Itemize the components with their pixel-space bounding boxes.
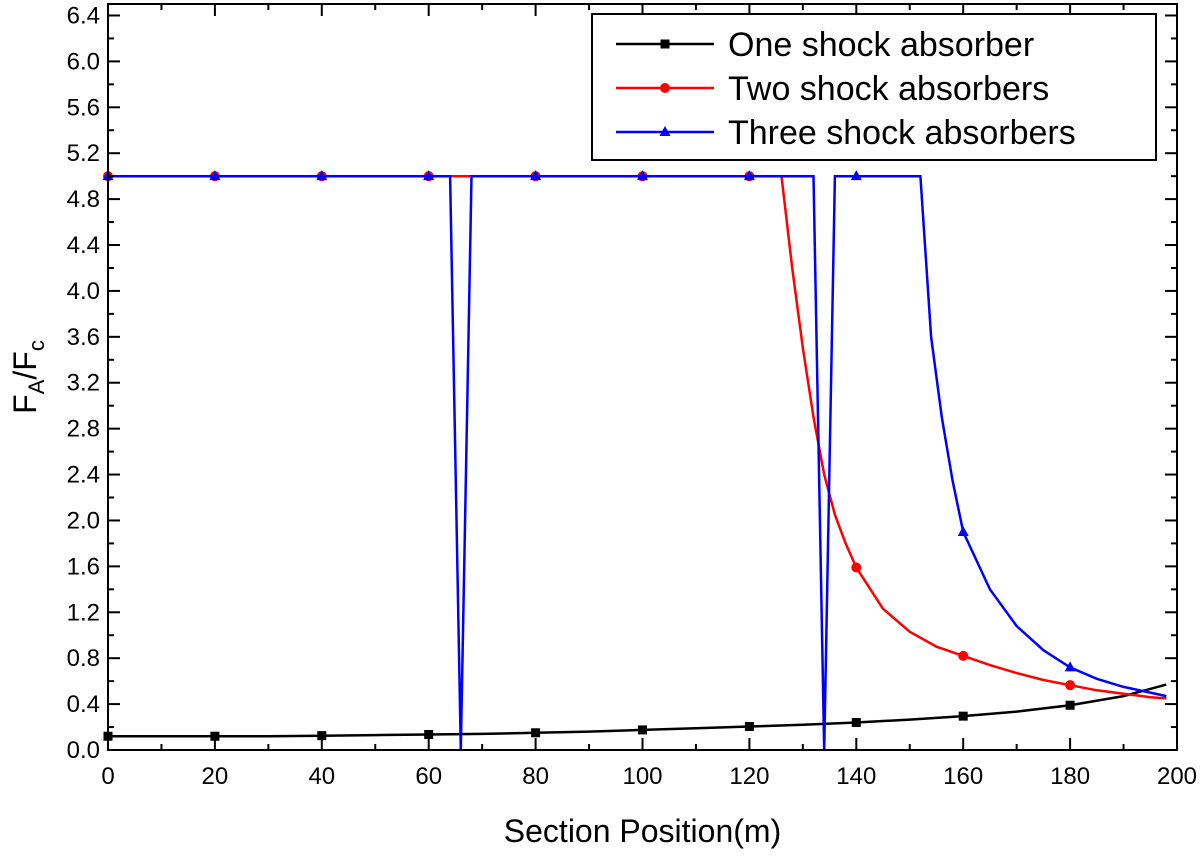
y-tick-label: 0.0 — [67, 737, 100, 764]
x-tick-label: 40 — [308, 763, 335, 790]
y-tick-label: 0.4 — [67, 691, 100, 718]
y-tick-label: 5.6 — [67, 94, 100, 121]
legend-marker — [660, 83, 670, 93]
y-tick-label: 0.8 — [67, 645, 100, 672]
y-tick-label: 1.6 — [67, 553, 100, 580]
series-marker — [530, 170, 542, 181]
series-line — [108, 174, 1167, 751]
y-axis-label-sub-a: A — [24, 379, 49, 394]
y-tick-label: 2.8 — [67, 416, 100, 443]
y-tick-label: 4.8 — [67, 186, 100, 213]
y-axis-label-sub-c: c — [24, 340, 49, 351]
x-tick-label: 200 — [1157, 763, 1197, 790]
series-1 — [103, 683, 1167, 741]
series-marker — [209, 170, 221, 181]
y-tick-label: 4.4 — [67, 232, 100, 259]
series-marker — [210, 731, 220, 741]
series-2 — [103, 171, 1167, 700]
series-line — [108, 683, 1167, 738]
y-tick-label: 3.2 — [67, 370, 100, 397]
x-tick-label: 20 — [202, 763, 229, 790]
y-axis-label: FA/Fc — [7, 340, 49, 414]
series-marker — [1065, 700, 1075, 710]
x-tick-label: 100 — [622, 763, 662, 790]
series-line — [108, 174, 1167, 700]
series-marker — [851, 717, 861, 727]
x-tick-label: 0 — [101, 763, 114, 790]
y-tick-label: 4.0 — [67, 278, 100, 305]
x-tick-label: 60 — [415, 763, 442, 790]
y-tick-label: 3.6 — [67, 324, 100, 351]
series-marker — [850, 170, 862, 181]
legend-label: One shock absorber — [728, 26, 1034, 64]
series-marker — [423, 170, 435, 181]
series-3 — [102, 170, 1167, 751]
series-marker — [638, 725, 647, 735]
y-tick-label: 1.2 — [67, 599, 100, 626]
legend-marker — [660, 39, 670, 49]
plot-marks — [102, 170, 1167, 751]
axes: 0 20 40 60 80 100 120 140 160 180 200 0.0 0.4 0.8 1.2 1… — [67, 2, 1197, 790]
y-tick-label: 2.0 — [67, 507, 100, 534]
legend: One shock absorber Two shock absorbers Thr… — [591, 13, 1157, 161]
series-marker — [851, 562, 862, 573]
series-marker — [957, 525, 969, 536]
series-marker — [637, 170, 648, 181]
series-marker — [958, 711, 968, 721]
y-tick-label: 2.4 — [67, 462, 100, 489]
x-tick-label: 120 — [729, 763, 769, 790]
x-tick-label: 160 — [943, 763, 983, 790]
y-tick-label: 6.0 — [67, 48, 100, 75]
y-tick-label: 5.2 — [67, 140, 100, 167]
x-axis-label: Section Position(m) — [504, 813, 781, 849]
series-marker — [424, 730, 434, 740]
legend-label: Two shock absorbers — [728, 70, 1049, 108]
legend-marker — [659, 126, 671, 136]
series-marker — [744, 721, 754, 731]
series-marker — [958, 650, 969, 661]
y-axis-label-base: F — [7, 394, 43, 414]
legend-label: Three shock absorbers — [728, 114, 1076, 152]
x-tick-label: 80 — [522, 763, 549, 790]
series-marker — [317, 731, 327, 741]
y-tick-label: 6.4 — [67, 2, 100, 29]
x-tick-label: 140 — [836, 763, 876, 790]
series-marker — [531, 728, 541, 738]
series-marker — [1065, 680, 1076, 691]
series-marker — [316, 170, 328, 181]
series-marker — [743, 170, 755, 181]
series-marker — [1064, 661, 1076, 672]
x-tick-label: 180 — [1050, 763, 1090, 790]
y-axis-label-sep: /F — [7, 351, 43, 379]
